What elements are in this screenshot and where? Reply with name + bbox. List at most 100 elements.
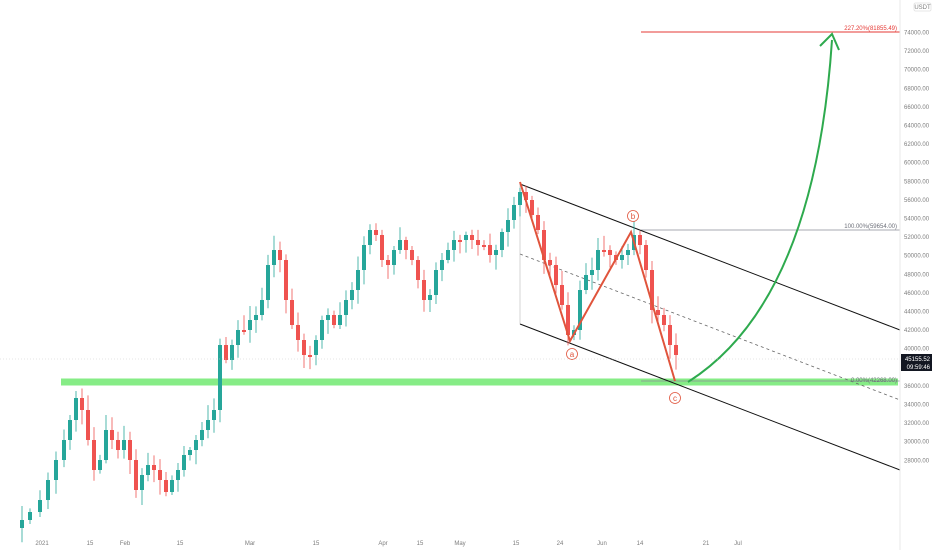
candlestick-series <box>20 185 678 543</box>
time-tick-label: 21 <box>703 541 710 547</box>
candle-body <box>200 430 204 440</box>
support-zone <box>61 378 898 386</box>
candle-body <box>248 320 252 330</box>
price-tick-label: 60000.00 <box>904 161 930 167</box>
time-tick-label: 15 <box>417 541 424 547</box>
candle-body <box>272 250 276 265</box>
candle-body <box>494 250 498 255</box>
candle-body <box>554 265 558 285</box>
candle-body <box>266 265 270 300</box>
candle-body <box>356 270 360 290</box>
candle-body <box>206 420 210 430</box>
wave-c-marker <box>669 392 681 404</box>
candle-body <box>46 480 50 500</box>
candle-body <box>644 245 648 270</box>
candle-body <box>308 355 312 357</box>
candle-body <box>452 240 456 250</box>
candle-body <box>578 290 582 330</box>
price-tick-label: 70000.00 <box>904 68 930 74</box>
price-tick-label: 66000.00 <box>904 105 930 111</box>
time-axis[interactable]: 2021 15 Feb 15 Mar 15 Apr 15 May 15 24 Jun 14 21 Jul <box>35 541 742 547</box>
candle-body <box>440 260 444 270</box>
candle-body <box>470 235 474 240</box>
time-tick-label: 15 <box>177 541 184 547</box>
time-tick-label: May <box>454 541 465 547</box>
candle-body <box>254 315 258 320</box>
candle-body <box>92 440 96 470</box>
candle-body <box>374 230 378 235</box>
channel-upper-line <box>519 183 901 331</box>
time-tick-label: 15 <box>313 541 320 547</box>
candle-body <box>176 470 180 480</box>
candle-body <box>410 250 414 260</box>
candle-body <box>164 480 168 492</box>
candle-body <box>182 455 186 470</box>
candle-body <box>380 235 384 260</box>
projection-arrow <box>687 39 833 383</box>
candle-body <box>68 420 72 440</box>
time-tick-label: 2021 <box>35 541 49 547</box>
currency-label: USDT <box>914 5 931 11</box>
candle-body <box>146 465 150 475</box>
current-price-tag <box>901 354 932 371</box>
candle-body <box>116 440 120 450</box>
candle-body <box>170 480 174 492</box>
candle-body <box>152 465 156 470</box>
candle-body <box>278 250 282 260</box>
candle-body <box>506 220 510 232</box>
candle-body <box>638 235 642 245</box>
time-tick-label: Apr <box>378 541 387 547</box>
candle-body <box>458 240 462 242</box>
price-tick-label: 34000.00 <box>904 403 930 409</box>
fib-label-0: 0.00%(42268.00) <box>851 378 897 384</box>
candle-body <box>194 440 198 450</box>
fib-label-227: 227.20%(81855.49) <box>844 26 897 32</box>
candle-body <box>398 240 402 250</box>
candle-body <box>530 200 534 215</box>
candle-body <box>62 440 66 460</box>
price-tick-label: 36000.00 <box>904 384 930 390</box>
candle-body <box>422 280 426 300</box>
time-tick-label: 15 <box>513 541 520 547</box>
candle-body <box>518 192 522 205</box>
candle-body <box>314 340 318 355</box>
price-tick-label: 32000.00 <box>904 421 930 427</box>
candle-body <box>602 250 606 252</box>
candle-body <box>212 410 216 420</box>
candle-body <box>188 450 192 455</box>
price-axis[interactable]: 74000.00 72000.00 70000.00 68000.00 66000.00… <box>899 0 932 550</box>
abc-wave-line <box>519 181 676 382</box>
candle-body <box>482 245 486 247</box>
time-tick-label: Jun <box>597 541 607 547</box>
time-tick-label: 14 <box>637 541 644 547</box>
time-tick-label: 15 <box>87 541 94 547</box>
candle-body <box>338 315 342 325</box>
price-tick-label: 42000.00 <box>904 328 930 334</box>
candle-body <box>542 230 546 260</box>
time-tick-label: Jul <box>734 541 742 547</box>
price-tick-label: 58000.00 <box>904 179 930 185</box>
candle-body <box>122 440 126 450</box>
fib-label-100: 100.00%(59654.00) <box>844 224 897 230</box>
price-tick-label: 52000.00 <box>904 235 930 241</box>
price-tick-label: 72000.00 <box>904 49 930 55</box>
candle-body <box>110 430 114 440</box>
candle-body <box>446 250 450 260</box>
candle-body <box>350 290 354 300</box>
candle-body <box>54 460 58 480</box>
candle-body <box>368 230 372 245</box>
candle-body <box>650 270 654 310</box>
candle-body <box>158 470 162 480</box>
candle-body <box>332 315 336 325</box>
currency-badge <box>913 2 932 12</box>
candle-body <box>134 460 138 490</box>
price-tick-label: 44000.00 <box>904 310 930 316</box>
wave-b-marker <box>627 210 639 222</box>
candle-body <box>98 460 102 470</box>
candle-body <box>392 250 396 265</box>
wave-a-label: a <box>570 350 575 359</box>
candle-body <box>326 315 330 320</box>
candle-body <box>302 340 306 355</box>
candle-body <box>560 285 564 305</box>
